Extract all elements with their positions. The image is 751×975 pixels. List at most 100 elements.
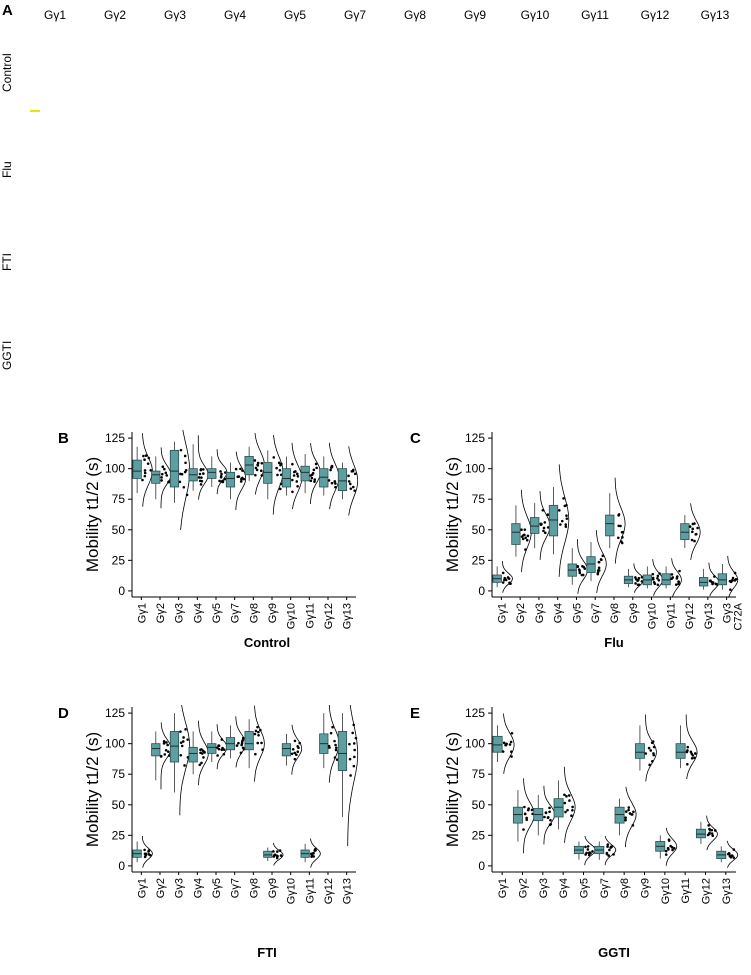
box-Gγ4 bbox=[188, 720, 209, 786]
y-tick-label: 25 bbox=[112, 828, 126, 842]
data-point bbox=[568, 799, 571, 802]
distribution-curve bbox=[604, 835, 617, 866]
x-tick-label: Gγ11 bbox=[665, 603, 677, 628]
box-Gγ9 bbox=[263, 434, 284, 515]
panel-letter-e: E bbox=[410, 705, 421, 722]
data-point bbox=[671, 848, 674, 852]
distribution-curve bbox=[235, 716, 247, 768]
distribution-curve bbox=[329, 442, 340, 510]
data-point bbox=[295, 753, 298, 757]
data-point bbox=[314, 848, 317, 852]
data-point bbox=[312, 851, 315, 855]
data-point bbox=[543, 521, 547, 524]
data-point bbox=[347, 474, 350, 478]
data-point bbox=[220, 738, 224, 741]
data-point bbox=[630, 813, 634, 816]
data-point bbox=[591, 850, 594, 853]
data-point bbox=[627, 808, 630, 812]
box-body bbox=[263, 462, 273, 484]
box-Gγ10 bbox=[281, 724, 303, 775]
x-tick-label: Gγ9 bbox=[267, 603, 279, 623]
data-point bbox=[617, 514, 620, 517]
data-point bbox=[584, 845, 587, 849]
y-tick-label: 25 bbox=[472, 553, 486, 567]
box-body bbox=[337, 468, 348, 492]
data-point bbox=[259, 469, 263, 473]
box-Gγ11 bbox=[675, 714, 698, 780]
data-point bbox=[254, 466, 258, 470]
data-point bbox=[624, 810, 628, 813]
box-body bbox=[281, 743, 292, 757]
box-Gγ2 bbox=[511, 489, 532, 573]
data-point bbox=[656, 583, 660, 587]
data-point bbox=[531, 812, 534, 816]
data-point bbox=[670, 573, 674, 576]
box-body bbox=[553, 798, 564, 818]
data-point bbox=[570, 814, 573, 818]
y-axis-label: Mobility t1/2 (s) bbox=[443, 732, 462, 847]
data-point bbox=[256, 725, 259, 729]
data-point bbox=[239, 480, 243, 483]
data-point bbox=[295, 472, 299, 476]
data-point bbox=[199, 483, 203, 486]
data-point bbox=[253, 732, 257, 736]
data-point bbox=[256, 741, 260, 745]
data-point bbox=[525, 818, 529, 822]
data-point bbox=[185, 493, 189, 497]
data-point bbox=[576, 565, 580, 568]
data-point bbox=[731, 576, 735, 580]
box-body bbox=[695, 828, 706, 839]
data-point bbox=[310, 476, 314, 480]
chart-b-caption: Control bbox=[243, 635, 291, 650]
x-tick-label: Gγ10 bbox=[647, 603, 659, 629]
data-point bbox=[354, 736, 358, 740]
box-Gγ4 bbox=[548, 464, 570, 577]
data-point bbox=[564, 523, 568, 526]
x-tick-label: Gγ12 bbox=[701, 878, 713, 904]
distribution-curve bbox=[272, 842, 284, 866]
x-tick-label: Gγ9 bbox=[267, 878, 279, 898]
data-point bbox=[219, 474, 223, 478]
box-body bbox=[492, 735, 503, 753]
data-point bbox=[601, 554, 605, 558]
x-tick-label: Gγ7 bbox=[230, 603, 242, 623]
data-point bbox=[524, 548, 527, 551]
data-point bbox=[348, 742, 351, 746]
data-point bbox=[291, 478, 294, 482]
data-point bbox=[677, 582, 680, 586]
data-point bbox=[597, 566, 601, 570]
box-body bbox=[207, 743, 217, 754]
column-label: Gγ8 bbox=[403, 8, 426, 22]
data-point bbox=[543, 815, 546, 819]
data-point bbox=[564, 525, 568, 528]
box-Gγ7 bbox=[225, 716, 247, 768]
data-point bbox=[634, 582, 637, 585]
data-point bbox=[713, 575, 716, 578]
data-point bbox=[353, 472, 357, 476]
panel-letter-d: D bbox=[58, 705, 69, 722]
data-point bbox=[510, 731, 514, 735]
data-point bbox=[143, 855, 147, 859]
data-point bbox=[353, 748, 356, 752]
data-point bbox=[311, 471, 315, 475]
data-point bbox=[199, 751, 202, 755]
box-body bbox=[188, 746, 198, 763]
box-Gγ12 bbox=[695, 815, 718, 851]
data-point bbox=[334, 482, 337, 485]
data-point bbox=[353, 755, 356, 759]
y-tick-label: 0 bbox=[478, 584, 485, 598]
data-point bbox=[312, 468, 316, 472]
data-point bbox=[143, 469, 147, 472]
data-point bbox=[522, 828, 525, 831]
x-tick-label: Gγ11 bbox=[304, 603, 316, 628]
data-point bbox=[678, 569, 681, 573]
data-point bbox=[352, 723, 356, 727]
distribution-curve bbox=[726, 840, 739, 868]
y-tick-label: 125 bbox=[105, 706, 125, 720]
data-point bbox=[504, 578, 508, 582]
data-point bbox=[314, 462, 318, 466]
data-point bbox=[165, 474, 169, 477]
box-body bbox=[244, 456, 254, 476]
x-tick-label: Gγ5 bbox=[579, 878, 591, 898]
